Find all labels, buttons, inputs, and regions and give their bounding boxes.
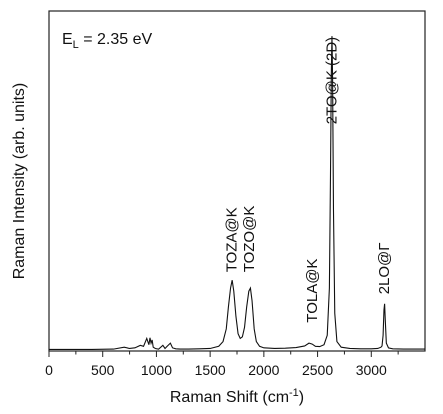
plot-frame — [48, 10, 426, 352]
x-tick-label: 0 — [45, 362, 53, 378]
peak-label: 2TO@K (2D) — [324, 37, 341, 124]
peak-label: 2LO@Γ — [376, 242, 393, 294]
x-tick-label: 1000 — [141, 362, 172, 378]
x-tick-label: 500 — [91, 362, 115, 378]
x-tick-label: 1500 — [195, 362, 226, 378]
spectrum-line — [49, 36, 425, 350]
peak-label: TOZA@K — [224, 207, 241, 272]
peak-label: TOLA@K — [304, 259, 321, 323]
x-tick-label: 2500 — [302, 362, 333, 378]
x-axis-ticks: 0 500 1000 1500 2000 2500 3000 — [45, 351, 399, 378]
peak-label: TOZO@K — [241, 206, 258, 273]
y-axis-label: Raman Intensity (arb. units) — [11, 83, 28, 280]
x-axis-label: Raman Shift (cm-1) — [170, 387, 304, 406]
excitation-energy-annotation: EL = 2.35 eV — [62, 31, 153, 51]
x-tick-label: 2000 — [248, 362, 279, 378]
peak-labels: TOZA@K TOZO@K TOLA@K 2TO@K (2D) 2LO@Γ — [224, 37, 394, 323]
x-tick-label: 3000 — [356, 362, 387, 378]
